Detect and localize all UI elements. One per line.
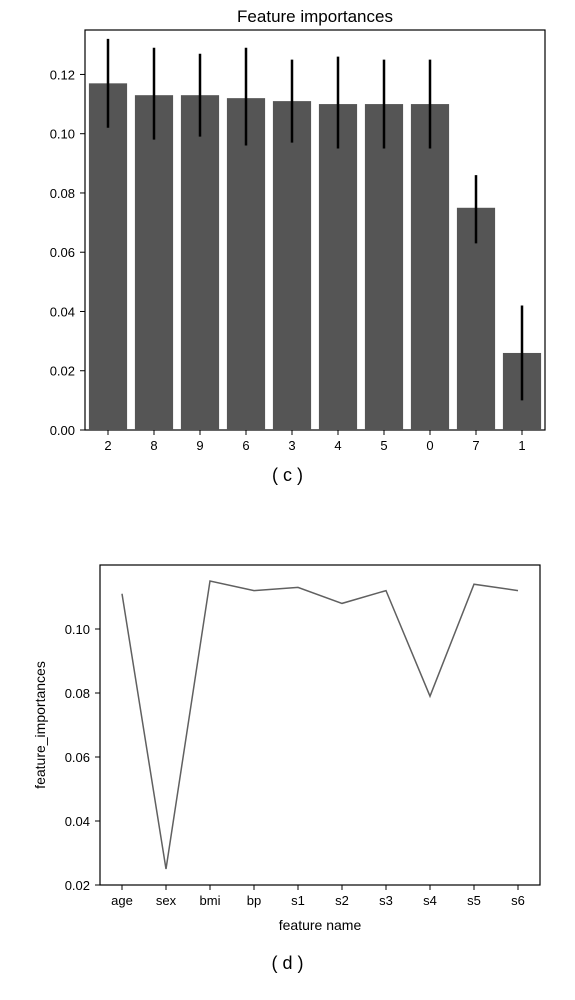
svg-text:2: 2 <box>104 438 111 453</box>
svg-text:5: 5 <box>380 438 387 453</box>
svg-text:0.06: 0.06 <box>65 750 90 765</box>
svg-text:8: 8 <box>150 438 157 453</box>
svg-text:0.02: 0.02 <box>65 878 90 893</box>
caption-c: ( c ) <box>0 465 575 486</box>
svg-text:1: 1 <box>518 438 525 453</box>
svg-text:0.10: 0.10 <box>65 622 90 637</box>
svg-text:7: 7 <box>472 438 479 453</box>
svg-text:0.02: 0.02 <box>50 364 75 379</box>
svg-text:s3: s3 <box>379 893 393 908</box>
panel-c: 0.00 0.02 0.04 0.06 0.08 0.10 0.12 Feature impo… <box>0 0 575 500</box>
svg-text:0.10: 0.10 <box>50 127 75 142</box>
svg-text:sex: sex <box>156 893 177 908</box>
svg-text:0: 0 <box>426 438 433 453</box>
svg-text:age: age <box>111 893 133 908</box>
svg-text:0.08: 0.08 <box>65 686 90 701</box>
svg-text:3: 3 <box>288 438 295 453</box>
svg-text:feature_importances: feature_importances <box>32 661 48 789</box>
svg-text:0.00: 0.00 <box>50 423 75 438</box>
svg-text:0.04: 0.04 <box>65 814 90 829</box>
svg-text:0.12: 0.12 <box>50 67 75 82</box>
svg-text:9: 9 <box>196 438 203 453</box>
svg-text:0.06: 0.06 <box>50 245 75 260</box>
svg-text:4: 4 <box>334 438 341 453</box>
svg-text:6: 6 <box>242 438 249 453</box>
svg-text:s2: s2 <box>335 893 349 908</box>
svg-text:feature name: feature name <box>279 917 362 933</box>
bar-chart: 0.00 0.02 0.04 0.06 0.08 0.10 0.12 Feature impo… <box>0 0 575 460</box>
svg-text:bp: bp <box>247 893 261 908</box>
svg-text:s6: s6 <box>511 893 525 908</box>
svg-text:bmi: bmi <box>200 893 221 908</box>
svg-text:Feature importances: Feature importances <box>237 7 393 26</box>
panel-d: 0.02 0.04 0.06 0.08 0.10 age sex bmi bp s1 s2 s3 s4 s… <box>0 545 575 975</box>
caption-d: ( d ) <box>0 953 575 974</box>
svg-text:s5: s5 <box>467 893 481 908</box>
svg-text:s1: s1 <box>291 893 305 908</box>
svg-text:s4: s4 <box>423 893 437 908</box>
line-chart: 0.02 0.04 0.06 0.08 0.10 age sex bmi bp s1 s2 s3 s4 s… <box>0 545 575 940</box>
svg-text:0.08: 0.08 <box>50 186 75 201</box>
svg-text:0.04: 0.04 <box>50 304 75 319</box>
